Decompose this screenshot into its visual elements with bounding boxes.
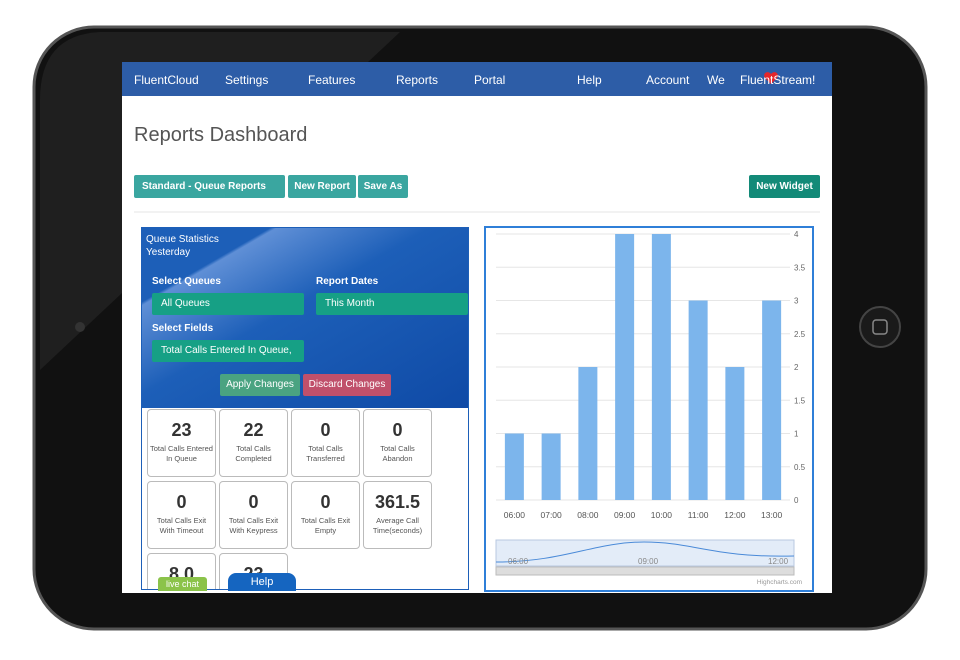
- x-tick-label: 10:00: [651, 510, 673, 520]
- nav-item[interactable]: Account: [646, 73, 690, 87]
- field-label: Report Dates: [316, 276, 379, 287]
- stat-card: 0 Total Calls Transferred: [291, 409, 360, 477]
- x-tick-label: 11:00: [688, 510, 709, 520]
- x-tick-label: 06:00: [504, 510, 526, 520]
- save-as-button[interactable]: Save As: [358, 175, 408, 198]
- live-chat-button[interactable]: live chat: [158, 577, 207, 591]
- stat-value: 22: [243, 420, 264, 440]
- widget-title: Queue Statistics: [146, 234, 219, 245]
- stat-label: Total Calls Transferred: [306, 444, 345, 463]
- page-title: Reports Dashboard: [134, 124, 308, 146]
- y-tick-label: 1.5: [794, 396, 806, 405]
- x-tick-label: 08:00: [577, 510, 599, 520]
- bar: [615, 234, 635, 500]
- x-tick-label: 09:00: [614, 510, 636, 520]
- stat-value: 0: [392, 420, 403, 440]
- stat-label: Average Call Time(seconds): [372, 516, 423, 535]
- bar: [504, 433, 524, 500]
- stat-value: 23: [171, 420, 192, 440]
- queue-widget: Queue Statistics Yesterday Select Queues…: [141, 227, 469, 590]
- help-button[interactable]: Help: [228, 573, 296, 591]
- navigator: [495, 539, 795, 567]
- nav-item[interactable]: FluentCloud: [134, 73, 199, 87]
- nav-item[interactable]: Help: [577, 73, 602, 87]
- report-select[interactable]: Standard - Queue Reports: [134, 175, 285, 198]
- bar: [651, 234, 671, 500]
- stat-card: 0 Total Calls Exit With Timeout: [147, 481, 216, 549]
- x-tick-label: 07:00: [540, 510, 562, 520]
- x-tick-label: 13:00: [761, 510, 783, 520]
- nav-item[interactable]: Settings: [225, 73, 269, 87]
- stat-card: 0 Total Calls Abandon: [363, 409, 432, 477]
- stat-label: Total Calls Exit Empty: [300, 516, 351, 535]
- new-widget-button[interactable]: New Widget: [749, 175, 820, 198]
- stat-label: Total Calls Exit With Keypress: [228, 516, 279, 535]
- new-report-button[interactable]: New Report: [288, 175, 356, 198]
- date-select[interactable]: This Month: [316, 293, 468, 315]
- stat-card: 23 Total Calls Entered In Queue: [147, 409, 216, 477]
- y-tick-label: 1: [794, 430, 799, 439]
- y-tick-label: 2.5: [794, 330, 806, 339]
- nav-item[interactable]: Reports: [396, 73, 439, 87]
- chart: 0 0.5 1 1.5 2 2.5 3 3.5 4 06:00 07:00 08:00 09:00 10:…: [484, 226, 814, 592]
- fields-select[interactable]: Total Calls Entered In Queue,: [152, 340, 304, 362]
- navigator-label: 09:00: [638, 557, 659, 566]
- bar: [541, 433, 561, 500]
- apply-button[interactable]: Apply Changes: [220, 374, 300, 396]
- nav-item: We: [707, 73, 725, 87]
- stat-label: Total Calls Exit With Timeout: [156, 516, 207, 535]
- bar: [725, 367, 745, 500]
- field-label: Select Queues: [152, 276, 221, 287]
- discard-button[interactable]: Discard Changes: [303, 374, 391, 396]
- navigator-line: [495, 541, 795, 563]
- nav-item[interactable]: Portal: [474, 73, 506, 87]
- field-label: Select Fields: [152, 323, 214, 334]
- stat-value: 0: [320, 492, 331, 512]
- stat-value: 361.5: [374, 492, 421, 512]
- stat-value: 0: [176, 492, 187, 512]
- y-tick-label: 0: [794, 496, 799, 505]
- queue-select[interactable]: All Queues: [152, 293, 304, 315]
- scrollbar: [495, 566, 795, 576]
- stat-value: 0: [320, 420, 331, 440]
- credits: Highcharts.com: [757, 579, 802, 586]
- stat-label: Total Calls Abandon: [380, 444, 415, 463]
- widget-subtitle: Yesterday: [146, 247, 191, 258]
- stat-label: Total Calls Entered In Queue: [150, 444, 213, 463]
- bar: [688, 300, 708, 500]
- y-tick-label: 3: [794, 297, 799, 306]
- x-tick-label: 12:00: [724, 510, 746, 520]
- y-tick-label: 4: [794, 230, 799, 239]
- y-tick-label: 3.5: [794, 263, 806, 272]
- navigator-label: 12:00: [768, 557, 789, 566]
- stat-card: 0 Total Calls Exit With Keypress: [219, 481, 288, 549]
- stat-value: 0: [248, 492, 259, 512]
- stat-label: Total Calls Completed: [235, 444, 272, 463]
- bar: [762, 300, 782, 500]
- bar: [578, 367, 598, 500]
- nav-item[interactable]: FluentStream!: [740, 73, 816, 87]
- y-tick-label: 0.5: [794, 463, 806, 472]
- stat-card: 361.5 Average Call Time(seconds): [363, 481, 432, 549]
- y-tick-label: 2: [794, 363, 799, 372]
- stat-card: 0 Total Calls Exit Empty: [291, 481, 360, 549]
- nav-item[interactable]: Features: [308, 73, 356, 87]
- stat-card: 22 Total Calls Completed: [219, 409, 288, 477]
- navigator-label: 06:00: [508, 557, 529, 566]
